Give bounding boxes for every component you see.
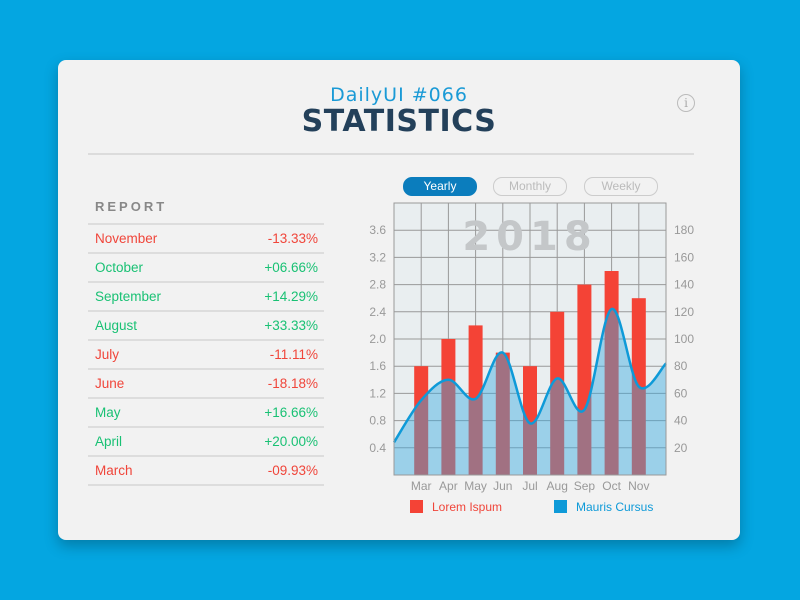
x-tick-label: Sep	[574, 479, 596, 493]
x-tick-label: Apr	[439, 479, 458, 493]
legend-label-mauris-cursus: Mauris Cursus	[576, 500, 653, 514]
report-month: July	[95, 347, 120, 362]
right-tick-label: 180	[674, 223, 694, 237]
bar-oct	[604, 271, 619, 475]
x-tick-label: Aug	[547, 479, 568, 493]
legend-swatch-mauris-cursus	[554, 500, 567, 513]
report-change: +33.33%	[264, 318, 318, 333]
report-row: September +14.29%	[88, 283, 324, 312]
tab-weekly[interactable]: Weekly	[584, 177, 658, 196]
report-change: +14.29%	[264, 289, 318, 304]
area-mauris-cursus	[394, 308, 666, 475]
report-row: June -18.18%	[88, 370, 324, 399]
left-tick-label: 0.8	[369, 414, 386, 428]
report-month: August	[95, 318, 138, 333]
report-row: April +20.00%	[88, 428, 324, 457]
report-month: November	[95, 231, 158, 246]
report-month: September	[95, 289, 162, 304]
report-change: +16.66%	[264, 405, 318, 420]
right-tick-label: 100	[674, 332, 694, 346]
report-change: -11.11%	[269, 347, 318, 362]
divider	[88, 153, 694, 155]
bar-sep	[577, 284, 592, 475]
report-row: August +33.33%	[88, 312, 324, 341]
legend-label-lorem-ispum: Lorem Ispum	[432, 500, 502, 514]
bar-aug	[550, 311, 565, 475]
left-tick-label: 1.2	[369, 386, 386, 400]
right-tick-label: 60	[674, 386, 688, 400]
x-tick-label: Nov	[628, 479, 649, 493]
bar-jun	[495, 352, 510, 475]
report-change: -13.33%	[267, 231, 318, 246]
report-heading: REPORT	[88, 198, 324, 225]
report-month: October	[95, 260, 144, 275]
watermark-2018: 2018	[462, 214, 597, 260]
tab-monthly[interactable]: Monthly	[493, 177, 567, 196]
report-change: -18.18%	[267, 376, 318, 391]
right-tick-label: 160	[674, 250, 694, 264]
left-tick-label: 2.0	[369, 332, 386, 346]
bar-jul	[523, 366, 537, 475]
page-title: STATISTICS	[301, 104, 497, 139]
report-row: July -11.11%	[88, 341, 324, 370]
right-tick-label: 120	[674, 305, 694, 319]
x-tick-label: May	[464, 479, 487, 493]
report-change: +20.00%	[264, 434, 318, 449]
right-tick-label: 80	[674, 359, 688, 373]
report-row: November -13.33%	[88, 225, 324, 254]
plot-border	[393, 202, 667, 476]
right-tick-label: 40	[674, 414, 688, 428]
report-change: -09.93%	[267, 463, 318, 478]
period-tabs: Yearly Monthly Weekly	[403, 177, 658, 196]
report-row: March -09.93%	[88, 457, 324, 486]
left-tick-label: 3.2	[369, 250, 386, 264]
subtitle: DailyUI #066	[330, 84, 468, 106]
x-tick-label: Jul	[522, 479, 537, 493]
left-tick-label: 3.6	[369, 223, 386, 237]
tab-yearly[interactable]: Yearly	[403, 177, 477, 196]
report-row: October +06.66%	[88, 254, 324, 283]
bar-apr	[441, 339, 456, 475]
right-tick-label: 140	[674, 278, 694, 292]
line-mauris-cursus	[392, 307, 667, 444]
report-table: REPORT November -13.33% October +06.66% Sept…	[88, 198, 324, 486]
legend-swatch-lorem-ispum	[410, 500, 423, 513]
report-month: May	[95, 405, 121, 420]
x-tick-label: Oct	[602, 479, 621, 493]
report-month: March	[95, 463, 133, 478]
right-tick-label: 20	[674, 441, 688, 455]
left-tick-label: 1.6	[369, 359, 386, 373]
left-tick-label: 2.4	[369, 305, 386, 319]
report-month: June	[95, 376, 125, 391]
left-tick-label: 0.4	[369, 441, 386, 455]
bar-mar	[414, 366, 429, 475]
report-row: May +16.66%	[88, 399, 324, 428]
report-change: +06.66%	[264, 260, 318, 275]
left-tick-label: 2.8	[369, 278, 386, 292]
x-tick-label: Jun	[493, 479, 512, 493]
x-tick-label: Mar	[411, 479, 432, 493]
report-month: April	[95, 434, 123, 449]
info-icon[interactable]: i	[677, 94, 695, 112]
